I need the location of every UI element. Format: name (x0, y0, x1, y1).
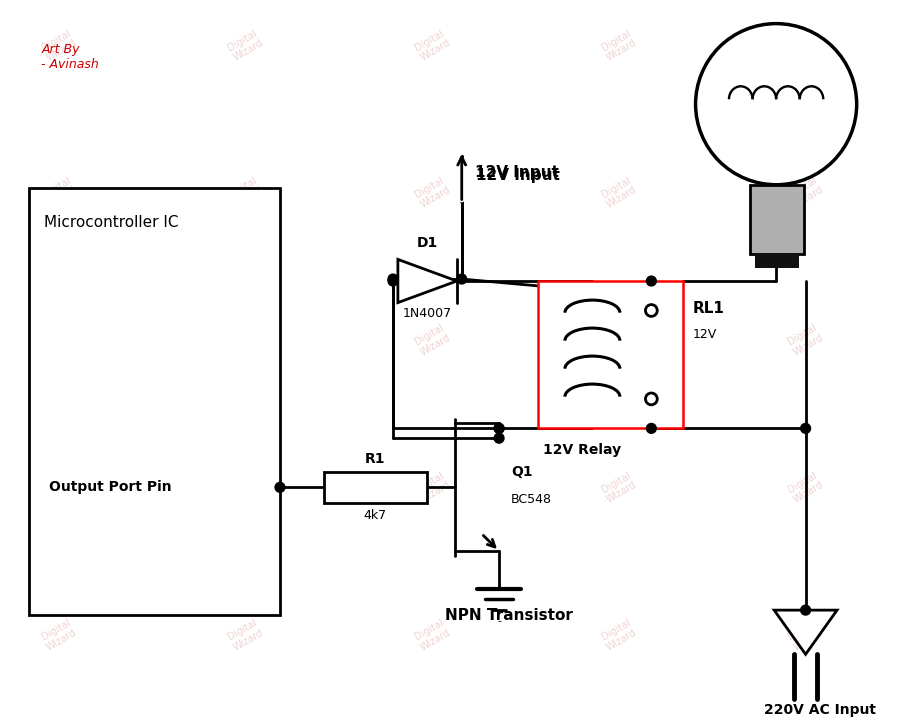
Text: Digital
Wizard: Digital Wizard (226, 175, 266, 210)
Circle shape (801, 423, 811, 433)
Polygon shape (774, 610, 837, 654)
Text: Digital
Wizard: Digital Wizard (599, 617, 639, 652)
Text: RL1: RL1 (693, 301, 724, 316)
Circle shape (646, 423, 656, 433)
Text: Digital
Wizard: Digital Wizard (412, 175, 452, 210)
Text: Q1: Q1 (511, 465, 533, 478)
Text: Digital
Wizard: Digital Wizard (226, 322, 266, 358)
Text: BC548: BC548 (511, 493, 552, 505)
Text: Digital
Wizard: Digital Wizard (40, 470, 78, 505)
Text: Digital
Wizard: Digital Wizard (40, 322, 78, 358)
Text: Digital
Wizard: Digital Wizard (40, 175, 78, 210)
Circle shape (645, 305, 657, 316)
Text: Digital
Wizard: Digital Wizard (40, 617, 78, 652)
Text: Microcontroller IC: Microcontroller IC (44, 215, 179, 230)
Text: Art By
- Avinash: Art By - Avinash (41, 44, 99, 71)
Text: Digital
Wizard: Digital Wizard (599, 322, 639, 358)
Text: 12V: 12V (693, 328, 717, 341)
Text: Digital
Wizard: Digital Wizard (786, 470, 825, 505)
Circle shape (645, 393, 657, 405)
Text: 12V Input: 12V Input (475, 166, 560, 180)
Circle shape (494, 423, 504, 433)
Text: Digital
Wizard: Digital Wizard (412, 28, 452, 63)
Circle shape (388, 274, 398, 284)
Text: Digital
Wizard: Digital Wizard (786, 322, 825, 358)
Polygon shape (398, 260, 457, 302)
Circle shape (388, 276, 398, 286)
Text: Digital
Wizard: Digital Wizard (226, 470, 266, 505)
Bar (324, 472, 428, 503)
Text: D1: D1 (417, 236, 438, 249)
Circle shape (275, 483, 285, 492)
Circle shape (646, 276, 656, 286)
Text: 12V Relay: 12V Relay (544, 443, 621, 457)
Text: Digital
Wizard: Digital Wizard (412, 617, 452, 652)
Text: Digital
Wizard: Digital Wizard (786, 617, 825, 652)
Bar (538, 281, 683, 428)
Bar (754, 254, 798, 268)
Text: Digital
Wizard: Digital Wizard (786, 28, 825, 63)
Bar (30, 188, 280, 615)
Circle shape (801, 605, 811, 615)
Text: 220V AC Input: 220V AC Input (764, 704, 877, 718)
Text: 4k7: 4k7 (364, 509, 387, 522)
Text: Digital
Wizard: Digital Wizard (599, 28, 639, 63)
Text: 12V Input: 12V Input (476, 169, 561, 183)
Text: Digital
Wizard: Digital Wizard (40, 28, 78, 63)
Text: 1N4007: 1N4007 (403, 307, 452, 320)
Text: R1: R1 (365, 451, 385, 466)
Text: Digital
Wizard: Digital Wizard (599, 175, 639, 210)
Text: Digital
Wizard: Digital Wizard (412, 322, 452, 358)
Text: Digital
Wizard: Digital Wizard (226, 617, 266, 652)
Circle shape (494, 423, 504, 433)
Circle shape (696, 23, 857, 185)
Text: -: - (497, 616, 501, 626)
Circle shape (457, 274, 467, 284)
Text: Digital
Wizard: Digital Wizard (599, 470, 639, 505)
Text: Digital
Wizard: Digital Wizard (786, 175, 825, 210)
Text: Digital
Wizard: Digital Wizard (412, 470, 452, 505)
Text: Output Port Pin: Output Port Pin (50, 481, 172, 494)
Bar (750, 185, 804, 254)
Circle shape (494, 433, 504, 443)
Text: Digital
Wizard: Digital Wizard (226, 28, 266, 63)
Text: NPN Transistor: NPN Transistor (445, 608, 573, 622)
